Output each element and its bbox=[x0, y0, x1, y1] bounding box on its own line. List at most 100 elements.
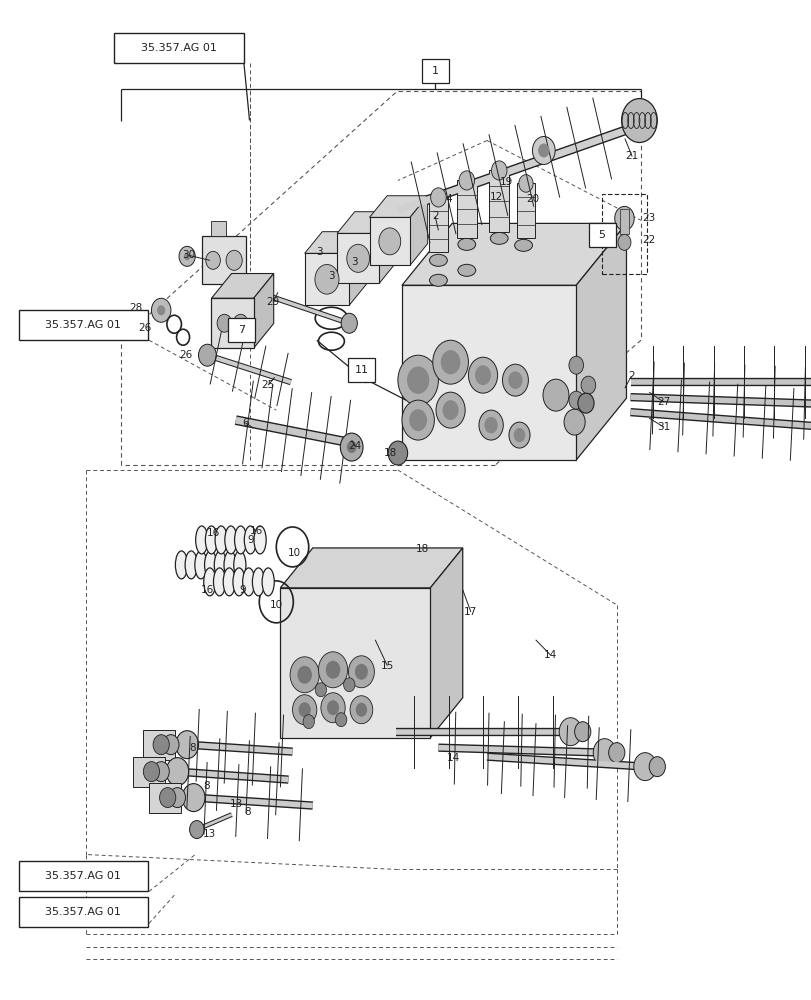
Polygon shape bbox=[211, 274, 273, 298]
Circle shape bbox=[178, 246, 195, 266]
Polygon shape bbox=[337, 212, 397, 233]
Text: 22: 22 bbox=[642, 235, 655, 245]
Circle shape bbox=[574, 722, 590, 742]
Bar bbox=[348, 358, 375, 382]
Polygon shape bbox=[369, 217, 410, 265]
Circle shape bbox=[379, 228, 401, 255]
Circle shape bbox=[225, 250, 242, 270]
Circle shape bbox=[532, 137, 555, 164]
Circle shape bbox=[163, 735, 178, 755]
Text: 20: 20 bbox=[526, 194, 539, 204]
Polygon shape bbox=[576, 223, 626, 460]
Circle shape bbox=[157, 305, 165, 315]
Circle shape bbox=[183, 252, 190, 260]
Ellipse shape bbox=[185, 551, 197, 579]
Text: 16: 16 bbox=[206, 528, 220, 538]
Circle shape bbox=[354, 664, 367, 680]
Circle shape bbox=[298, 702, 311, 717]
Text: 8: 8 bbox=[244, 807, 251, 817]
Circle shape bbox=[401, 400, 434, 440]
Text: 3: 3 bbox=[315, 247, 322, 257]
Polygon shape bbox=[401, 285, 576, 460]
Circle shape bbox=[513, 428, 525, 442]
Ellipse shape bbox=[214, 551, 226, 579]
Text: 11: 11 bbox=[354, 365, 368, 375]
Bar bbox=[619, 209, 629, 234]
Circle shape bbox=[474, 365, 491, 385]
Text: 35.357.AG 01: 35.357.AG 01 bbox=[45, 871, 121, 881]
Circle shape bbox=[397, 355, 438, 405]
Ellipse shape bbox=[457, 264, 475, 276]
Circle shape bbox=[169, 788, 185, 808]
Circle shape bbox=[409, 409, 427, 431]
Circle shape bbox=[325, 661, 340, 679]
Circle shape bbox=[189, 821, 204, 839]
Polygon shape bbox=[304, 232, 367, 253]
Text: 8: 8 bbox=[189, 743, 196, 753]
Circle shape bbox=[458, 171, 474, 190]
Circle shape bbox=[614, 206, 633, 230]
Polygon shape bbox=[430, 548, 462, 738]
Polygon shape bbox=[410, 196, 427, 265]
Text: 19: 19 bbox=[500, 177, 513, 187]
Circle shape bbox=[315, 264, 338, 294]
Text: 10: 10 bbox=[269, 600, 282, 610]
Polygon shape bbox=[280, 588, 430, 738]
Circle shape bbox=[442, 400, 458, 420]
Polygon shape bbox=[369, 196, 427, 217]
Circle shape bbox=[233, 314, 247, 332]
Ellipse shape bbox=[429, 274, 447, 286]
Bar bbox=[517, 183, 534, 238]
Ellipse shape bbox=[213, 568, 225, 596]
Ellipse shape bbox=[244, 526, 256, 554]
Text: 3: 3 bbox=[351, 257, 358, 267]
Ellipse shape bbox=[234, 551, 246, 579]
Bar bbox=[19, 861, 148, 891]
Bar bbox=[19, 897, 148, 927]
Text: 28: 28 bbox=[129, 303, 143, 313]
Text: 35.357.AG 01: 35.357.AG 01 bbox=[45, 907, 121, 917]
Text: 7: 7 bbox=[238, 325, 245, 335]
Bar bbox=[133, 757, 165, 787]
Circle shape bbox=[327, 700, 339, 715]
Circle shape bbox=[491, 161, 506, 180]
Circle shape bbox=[340, 433, 363, 461]
Text: 3: 3 bbox=[328, 271, 334, 281]
Circle shape bbox=[621, 99, 656, 142]
Circle shape bbox=[182, 784, 204, 812]
Circle shape bbox=[478, 410, 503, 440]
Circle shape bbox=[175, 731, 198, 759]
Circle shape bbox=[160, 788, 175, 808]
Text: 14: 14 bbox=[446, 753, 459, 763]
Circle shape bbox=[315, 683, 326, 697]
Bar bbox=[489, 170, 508, 232]
Circle shape bbox=[290, 657, 319, 693]
Text: 9: 9 bbox=[238, 585, 245, 595]
Circle shape bbox=[166, 758, 188, 786]
Bar bbox=[114, 33, 243, 63]
Circle shape bbox=[341, 313, 357, 333]
Circle shape bbox=[406, 366, 429, 394]
Ellipse shape bbox=[223, 568, 235, 596]
Circle shape bbox=[559, 718, 581, 746]
Circle shape bbox=[569, 391, 583, 409]
Circle shape bbox=[430, 188, 446, 207]
Circle shape bbox=[593, 739, 616, 767]
Circle shape bbox=[205, 251, 220, 269]
Text: 10: 10 bbox=[287, 548, 300, 558]
Ellipse shape bbox=[457, 238, 475, 250]
Circle shape bbox=[608, 743, 624, 763]
Ellipse shape bbox=[429, 254, 447, 266]
Text: 6: 6 bbox=[242, 418, 248, 428]
Ellipse shape bbox=[262, 568, 274, 596]
Circle shape bbox=[318, 652, 347, 688]
Circle shape bbox=[355, 703, 367, 717]
Circle shape bbox=[348, 656, 374, 688]
Circle shape bbox=[569, 356, 583, 374]
Text: 17: 17 bbox=[464, 607, 477, 617]
Circle shape bbox=[518, 175, 533, 192]
Polygon shape bbox=[211, 298, 253, 348]
Polygon shape bbox=[379, 212, 397, 283]
Ellipse shape bbox=[514, 239, 532, 251]
Text: 25: 25 bbox=[261, 380, 274, 390]
